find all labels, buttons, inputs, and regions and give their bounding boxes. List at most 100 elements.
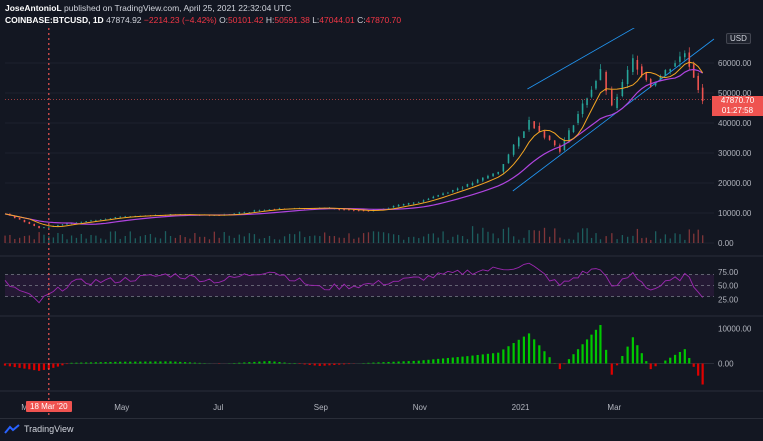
volume-bar	[334, 236, 335, 243]
last-price-tag: 47870.70 01:27:58	[712, 96, 763, 116]
histogram-bar	[75, 363, 77, 364]
time-axis-label: Jul	[213, 403, 223, 412]
histogram-bar	[144, 362, 146, 364]
volume-bar	[274, 239, 275, 243]
volume-bar	[279, 240, 280, 243]
volume-bar	[24, 236, 25, 243]
volume-bar	[518, 240, 519, 243]
volume-bar	[110, 232, 111, 243]
trend-channel-lower	[513, 39, 714, 191]
close-label: C:	[357, 15, 366, 25]
time-axis-label: May	[114, 403, 129, 412]
histogram-bar	[477, 355, 479, 364]
histogram-bar	[95, 362, 97, 363]
histogram-bar	[52, 364, 54, 368]
volume-bar	[199, 237, 200, 243]
histogram-bar	[199, 363, 201, 364]
volume-bar	[442, 231, 443, 243]
candle-body	[632, 58, 634, 72]
histogram-bar	[599, 325, 601, 364]
histogram-bar	[543, 351, 545, 363]
histogram-bar	[179, 362, 181, 364]
candle-body	[408, 203, 410, 204]
volume-bar	[224, 232, 225, 243]
candle-body	[702, 88, 704, 101]
volume-bar	[646, 238, 647, 243]
candle-body	[358, 210, 360, 211]
volume-bar	[462, 236, 463, 243]
volume-bar	[600, 239, 601, 243]
histogram-bar	[679, 352, 681, 364]
volume-bar	[477, 234, 478, 243]
volume-bar	[125, 236, 126, 243]
author-name[interactable]: JoseAntonioL	[5, 3, 62, 13]
candle-body	[29, 222, 31, 224]
price-chart[interactable]: 60000.0050000.0040000.0030000.0020000.00…	[0, 28, 763, 418]
volume-bar	[348, 233, 349, 243]
volume-bar	[503, 229, 504, 243]
volume-bar	[38, 232, 39, 243]
currency-button[interactable]: USD	[726, 33, 751, 44]
histogram-bar	[572, 354, 574, 363]
histogram-bar	[134, 362, 136, 364]
candle-body	[573, 125, 575, 132]
histogram-tick-label: 10000.00	[718, 325, 752, 334]
volume-bar	[130, 231, 131, 243]
volume-bar	[254, 234, 255, 243]
histogram-bar	[563, 364, 565, 365]
candle-body	[518, 137, 520, 146]
histogram-bar	[437, 359, 439, 364]
volume-bar	[353, 239, 354, 243]
volume-bar	[679, 234, 680, 243]
volume-bar	[472, 226, 473, 243]
histogram-bar	[258, 362, 260, 364]
candle-body	[85, 221, 87, 222]
candle-body	[19, 218, 21, 220]
volume-bar	[229, 236, 230, 243]
histogram-bar	[100, 362, 102, 363]
candle-body	[57, 225, 59, 226]
histogram-bar	[382, 362, 384, 363]
candle-body	[549, 136, 551, 140]
candle-body	[513, 145, 515, 155]
volume-bar	[120, 239, 121, 243]
time-axis-label: 2021	[512, 403, 530, 412]
volume-bar	[423, 236, 424, 243]
candle-body	[66, 224, 68, 225]
footer: TradingView	[0, 418, 763, 441]
histogram-bar	[595, 330, 597, 364]
volume-bar	[586, 228, 587, 243]
histogram-bar	[641, 353, 643, 363]
candle-body	[43, 227, 45, 228]
open-value: 50101.42	[228, 15, 263, 25]
volume-bar	[294, 234, 295, 243]
volume-bar	[498, 238, 499, 243]
histogram-bar	[413, 361, 415, 364]
histogram-bar	[328, 364, 330, 366]
volume-bar	[616, 239, 617, 243]
histogram-bar	[590, 335, 592, 364]
candle-body	[611, 90, 613, 105]
volume-bar	[314, 236, 315, 243]
volume-bar	[627, 237, 628, 243]
time-axis-label: Sep	[314, 403, 329, 412]
tradingview-logo[interactable]: TradingView	[4, 424, 74, 434]
histogram-bar	[243, 362, 245, 363]
volume-bar	[219, 238, 220, 243]
volume-bar	[660, 239, 661, 243]
candle-body	[528, 120, 530, 130]
histogram-bar	[548, 357, 550, 363]
histogram-bar	[139, 362, 141, 364]
histogram-bar	[559, 364, 561, 370]
fast-moving-average	[5, 62, 703, 226]
volume-bar	[4, 236, 5, 243]
tradingview-icon	[4, 424, 20, 434]
candle-body	[388, 208, 390, 209]
volume-bar	[568, 239, 569, 243]
symbol-label[interactable]: COINBASE:BTCUSD, 1D	[5, 15, 104, 25]
volume-bar	[175, 238, 176, 243]
volume-bar	[650, 240, 651, 243]
histogram-bar	[528, 333, 530, 363]
candle-body	[233, 213, 235, 214]
price-tick-label: 60000.00	[718, 59, 752, 68]
